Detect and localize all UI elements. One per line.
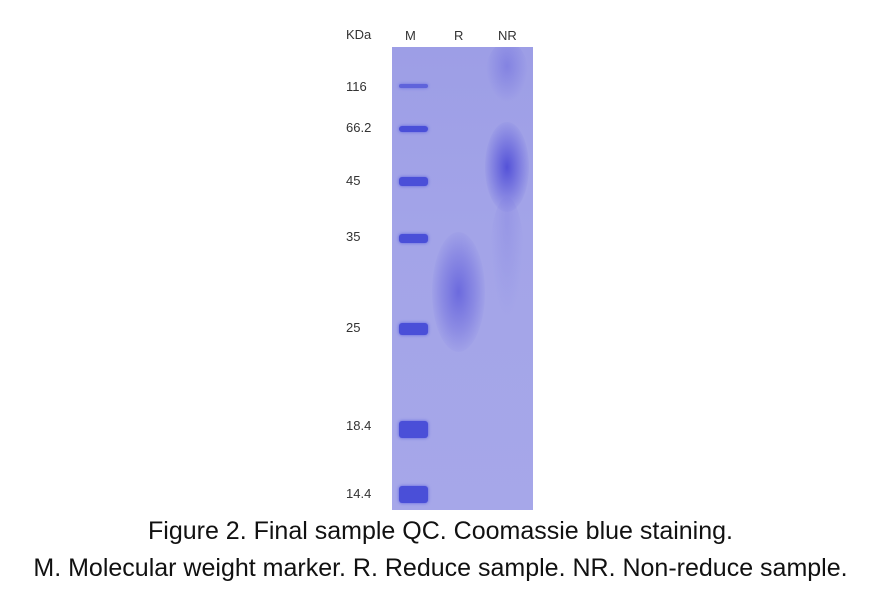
gel-image <box>392 47 533 510</box>
mw-label-14-4: 14.4 <box>346 486 372 501</box>
reduced-sample-band <box>432 232 485 352</box>
non-reduced-upper-smear <box>486 47 528 102</box>
mw-label-18-4: 18.4 <box>346 418 372 433</box>
marker-band-45 <box>399 177 428 186</box>
mw-label-116: 116 <box>346 79 367 94</box>
marker-band-66-2 <box>399 126 428 132</box>
figure-caption-legend: M. Molecular weight marker. R. Reduce sa… <box>33 554 848 582</box>
kda-unit-label: KDa <box>346 27 372 42</box>
marker-band-116 <box>399 84 428 88</box>
lane-label-r: R <box>454 28 464 43</box>
lane-label-m: M <box>405 28 416 43</box>
marker-band-18-4 <box>399 421 428 438</box>
mw-label-66-2: 66.2 <box>346 120 372 135</box>
marker-band-25 <box>399 323 428 335</box>
marker-band-35 <box>399 234 428 243</box>
marker-band-14-4 <box>399 486 428 503</box>
mw-label-45: 45 <box>346 173 361 188</box>
figure-caption-title: Figure 2. Final sample QC. Coomassie blu… <box>148 517 733 545</box>
mw-label-35: 35 <box>346 229 361 244</box>
non-reduced-sample-band <box>485 122 529 212</box>
mw-label-25: 25 <box>346 320 361 335</box>
lane-label-nr: NR <box>498 28 517 43</box>
non-reduced-lower-smear <box>490 197 524 317</box>
